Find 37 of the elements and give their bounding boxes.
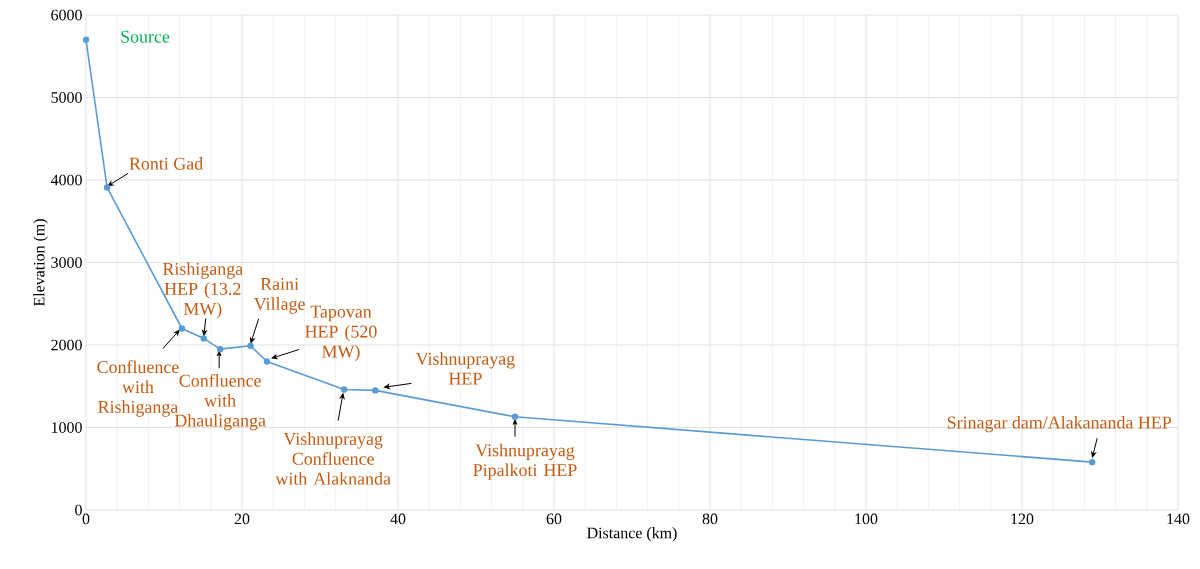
annotation: Ronti Gad [129,157,203,170]
point [216,345,224,353]
annotation: Rishiganga HEP (13.2 MW) [162,262,243,319]
y-tick-label: 5000 [51,92,82,103]
point [372,387,379,394]
y-axis-title: Elevation (m) [33,219,48,307]
point [247,342,254,350]
y-tick-label: 2000 [51,339,82,351]
annotation: Vishnuprayag Confluence with Alaknanda [275,432,391,485]
annotation: Tapovan HEP (520 MW) [305,305,377,362]
y-tick-label: 4000 [50,174,82,186]
x-tick-label: 120 [1011,513,1034,525]
x-tick-label: 80 [702,513,718,525]
point [340,386,348,393]
point [178,325,186,332]
x-tick-label: 20 [234,513,250,525]
y-tick-label: 1000 [52,422,82,433]
point [82,36,90,43]
point [511,413,519,420]
point [200,335,207,342]
x-tick-label: 0 [82,513,90,525]
annotation: Source [121,30,170,43]
annotation: Vishnuprayag HEP [415,352,515,385]
x-tick-label: 60 [546,513,562,525]
point [103,184,111,191]
point [263,358,271,365]
annotation: Vishnuprayag Pipalkoti HEP [473,443,577,480]
y-tick-label: 3000 [51,257,82,268]
y-tick-label: 0 [75,504,82,516]
x-axis-title: Distance (km) [587,527,677,542]
y-tick-label: 6000 [51,9,82,21]
annotation: Raini Village [253,277,305,314]
annotation: Srinagar dam/Alakananda HEP [947,415,1172,433]
x-tick-label: 40 [390,513,406,525]
point [1089,458,1096,466]
x-tick-label: 100 [855,513,878,525]
x-tick-label: 140 [1167,513,1190,525]
